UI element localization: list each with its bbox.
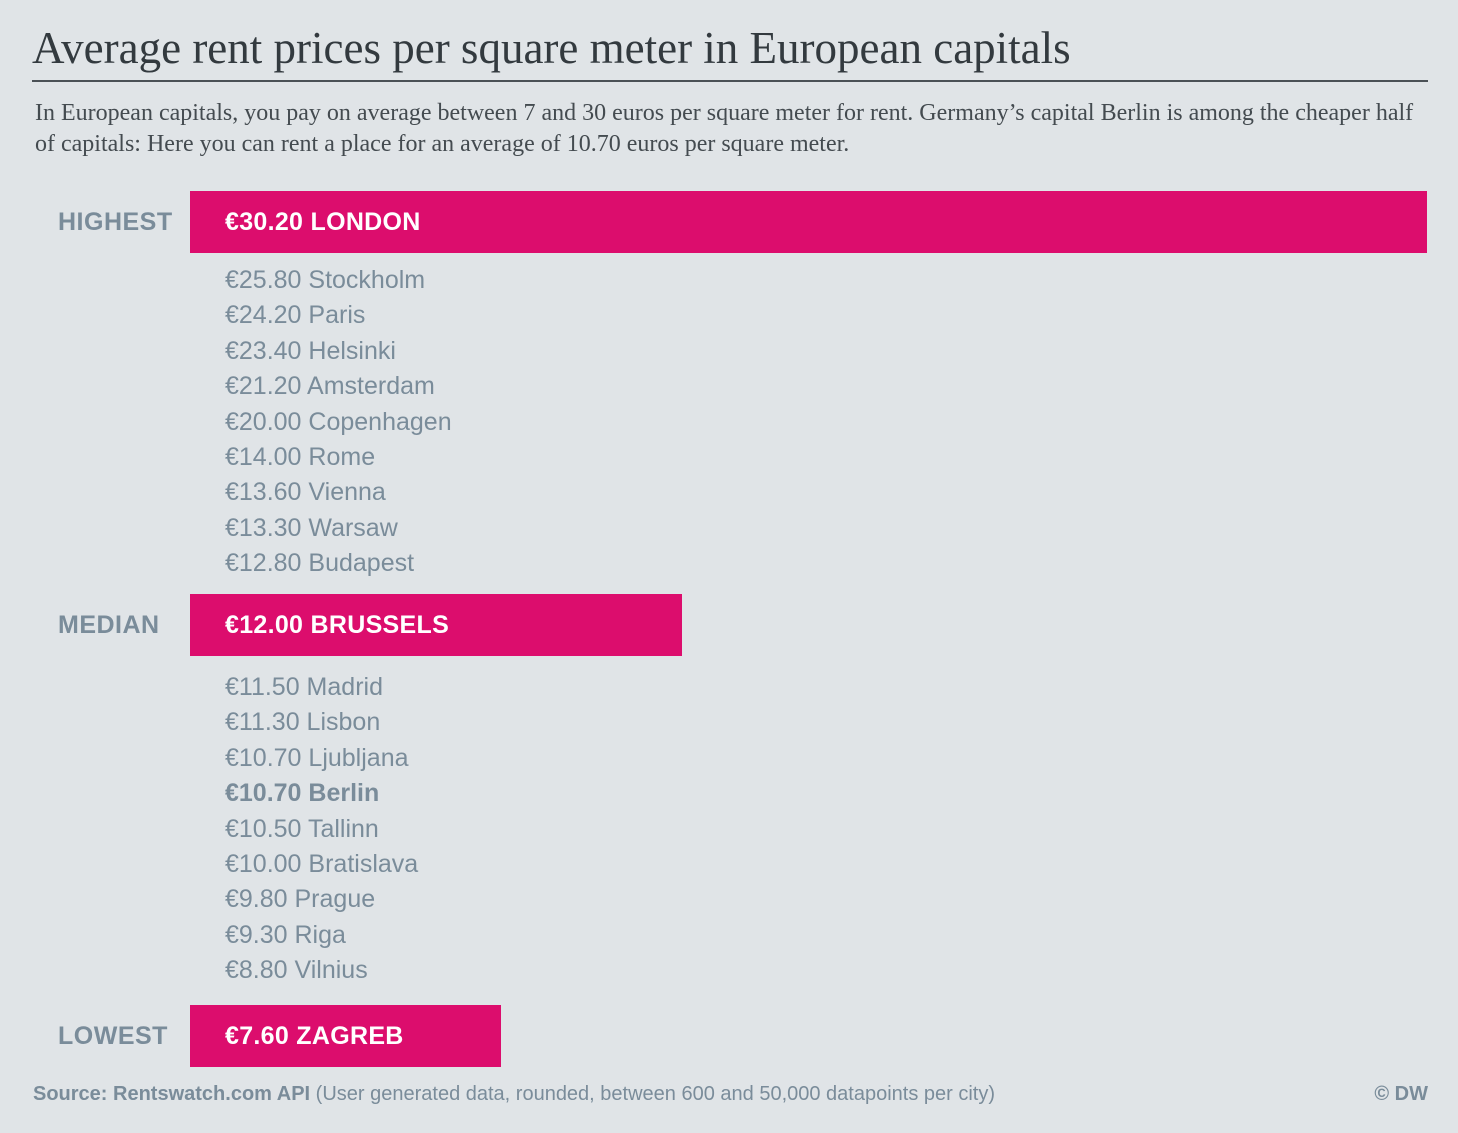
city-item-rome: €14.00 Rome — [225, 443, 376, 471]
source-detail: (User generated data, rounded, between 6… — [310, 1083, 996, 1105]
city-item-prague: €9.80 Prague — [225, 885, 376, 913]
city-item-tallinn: €10.50 Tallinn — [225, 815, 379, 843]
city-item-budapest: €12.80 Budapest — [225, 549, 415, 577]
source-label: Source: Rentswatch.com API — [33, 1083, 311, 1105]
bar-label-london: €30.20 LONDON — [225, 208, 421, 236]
city-item-warsaw: €13.30 Warsaw — [225, 514, 398, 542]
category-label-lowest: LOWEST — [58, 1022, 168, 1050]
city-item-madrid: €11.50 Madrid — [225, 673, 383, 701]
category-label-median: MEDIAN — [58, 611, 160, 639]
city-item-ljubljana: €10.70 Ljubljana — [225, 744, 409, 772]
city-item-stockholm: €25.80 Stockholm — [225, 266, 426, 294]
chart-title: Average rent prices per square meter in … — [32, 22, 1428, 82]
city-item-helsinki: €23.40 Helsinki — [225, 337, 396, 365]
bar-label-brussels: €12.00 BRUSSELS — [225, 611, 450, 639]
bar-zagreb — [190, 1005, 501, 1067]
city-item-vilnius: €8.80 Vilnius — [225, 956, 368, 984]
bar-brussels — [190, 594, 682, 656]
city-item-riga: €9.30 Riga — [225, 921, 346, 949]
chart-subtitle: In European capitals, you pay on average… — [35, 100, 1414, 157]
city-item-bratislava: €10.00 Bratislava — [225, 850, 419, 878]
credit-label: © DW — [1374, 1083, 1428, 1105]
source-note: Source: Rentswatch.com API (User generat… — [33, 1083, 995, 1106]
city-item-copenhagen: €20.00 Copenhagen — [225, 408, 452, 436]
bar-label-zagreb: €7.60 ZAGREB — [225, 1022, 404, 1050]
city-item-berlin: €10.70 Berlin — [225, 779, 380, 807]
city-item-amsterdam: €21.20 Amsterdam — [225, 372, 435, 400]
city-item-paris: €24.20 Paris — [225, 301, 366, 329]
city-item-lisbon: €11.30 Lisbon — [225, 708, 381, 736]
city-item-vienna: €13.60 Vienna — [225, 478, 386, 506]
bar-london — [190, 191, 1427, 253]
category-label-highest: HIGHEST — [58, 208, 173, 236]
